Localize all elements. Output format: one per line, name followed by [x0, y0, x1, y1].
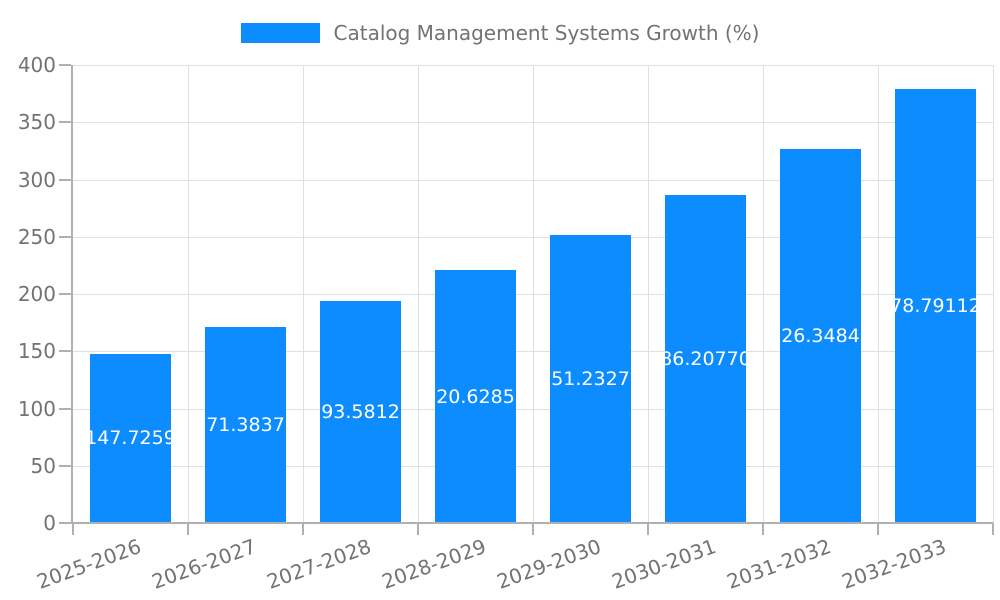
bar[interactable]: 147.7259	[90, 353, 171, 523]
y-tick-mark	[59, 235, 71, 238]
x-tick-mark	[647, 523, 649, 535]
y-tick-mark	[59, 350, 71, 353]
x-tick-mark	[302, 523, 304, 535]
y-tick-mark	[59, 407, 71, 410]
y-tick-mark	[59, 522, 71, 524]
x-tick-mark	[877, 523, 879, 535]
bar[interactable]: 378.791125	[895, 89, 976, 523]
bar-value-label: 326.34845	[780, 325, 861, 348]
x-tick-mark	[187, 523, 189, 535]
y-tick-label: 150	[17, 339, 56, 364]
v-gridline	[418, 65, 419, 523]
y-tick-mark	[59, 178, 71, 181]
x-tick-mark	[417, 523, 419, 535]
x-tick-mark	[72, 523, 74, 535]
y-tick-label: 400	[17, 53, 56, 77]
v-gridline	[993, 65, 994, 523]
y-tick-mark	[59, 293, 71, 295]
x-tick-mark	[992, 523, 994, 535]
v-gridline	[763, 65, 764, 523]
y-tick-label: 50	[30, 453, 56, 478]
bar[interactable]: 251.23275	[550, 235, 631, 523]
x-tick-label: 2031-2032	[724, 534, 835, 594]
x-tick-label: 2027-2028	[264, 534, 375, 594]
bar[interactable]: 171.38375	[205, 326, 286, 523]
y-tick-label: 250	[17, 224, 56, 249]
legend-label: Catalog Management Systems Growth (%)	[333, 21, 760, 45]
legend-swatch	[240, 23, 320, 43]
y-axis-line	[71, 65, 73, 523]
bar-value-label: 220.62856	[435, 385, 516, 408]
x-tick-mark	[532, 523, 534, 535]
bar[interactable]: 220.62856	[435, 270, 516, 523]
y-tick-mark	[59, 64, 71, 66]
bar-value-label: 378.791125	[895, 295, 976, 318]
bar[interactable]: 193.58127	[320, 301, 401, 523]
x-tick-label: 2028-2029	[379, 534, 490, 594]
y-tick-label: 350	[17, 110, 56, 135]
bar-value-label: 147.7259	[90, 427, 171, 450]
y-tick-mark	[59, 464, 71, 467]
x-tick-label: 2026-2027	[149, 534, 260, 594]
bar-value-label: 171.38375	[205, 413, 286, 436]
bar[interactable]: 326.34845	[780, 149, 861, 523]
y-tick-label: 100	[17, 396, 56, 421]
y-tick-label: 200	[17, 282, 56, 306]
y-tick-label: 300	[17, 167, 56, 192]
v-gridline	[533, 65, 534, 523]
y-tick-label: 0	[43, 511, 56, 535]
x-tick-mark	[762, 523, 764, 535]
x-tick-label: 2025-2026	[34, 534, 145, 594]
bar-value-label: 251.23275	[550, 368, 631, 391]
x-tick-label: 2030-2031	[609, 534, 720, 594]
y-tick-mark	[59, 121, 71, 124]
v-gridline	[878, 65, 879, 523]
v-gridline	[303, 65, 304, 523]
x-tick-label: 2032-2033	[839, 534, 950, 594]
bar[interactable]: 286.207706	[665, 195, 746, 523]
bar-value-label: 286.207706	[665, 348, 746, 371]
plot-area: 147.7259 171.38375 193.58127 220.62856 251.2…	[71, 65, 994, 524]
legend[interactable]: Catalog Management Systems Growth (%)	[0, 20, 1000, 46]
v-gridline	[188, 65, 189, 523]
bar-value-label: 193.58127	[320, 401, 401, 424]
x-tick-label: 2029-2030	[494, 534, 605, 594]
v-gridline	[648, 65, 649, 523]
